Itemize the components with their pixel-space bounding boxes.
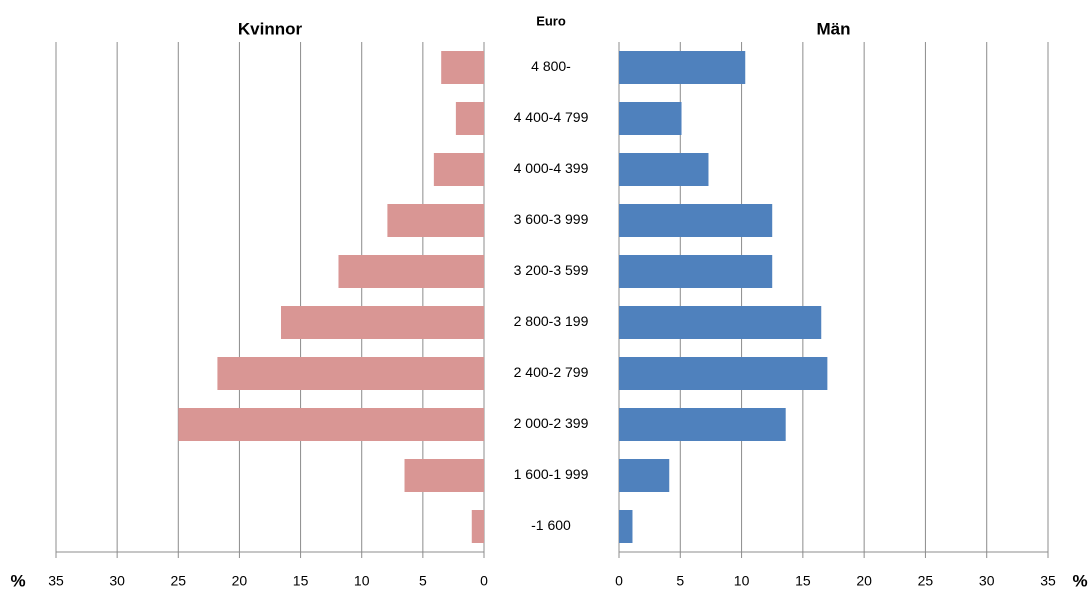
x-tick-label: 25 — [170, 573, 186, 589]
bar — [281, 306, 484, 339]
x-tick-label: 15 — [795, 573, 811, 589]
bar — [441, 51, 484, 84]
category-label: 1 600-1 999 — [514, 466, 589, 482]
x-tick-label: 20 — [232, 573, 248, 589]
category-label: 4 400-4 799 — [514, 109, 589, 125]
category-label: 2 400-2 799 — [514, 364, 589, 380]
x-tick-label: 30 — [109, 573, 125, 589]
bar — [217, 357, 484, 390]
series-title: Män — [817, 19, 851, 38]
bar — [619, 357, 828, 390]
x-tick-label: 10 — [354, 573, 370, 589]
bar — [619, 51, 746, 84]
x-tick-label: 35 — [1040, 573, 1056, 589]
bar — [619, 153, 709, 186]
x-tick-label: 10 — [734, 573, 750, 589]
series-title: Kvinnor — [238, 19, 303, 38]
x-axis-label: % — [1072, 571, 1087, 590]
category-label: 4 000-4 399 — [514, 160, 589, 176]
category-label: 3 600-3 999 — [514, 211, 589, 227]
category-axis-label: Euro — [536, 13, 566, 28]
bar — [387, 204, 484, 237]
bar — [338, 255, 484, 288]
bar — [178, 408, 485, 441]
bar — [619, 102, 682, 135]
x-tick-label: 20 — [856, 573, 872, 589]
x-tick-label: 5 — [676, 573, 684, 589]
bar — [619, 306, 822, 339]
bar — [619, 459, 670, 492]
bar — [619, 204, 773, 237]
category-label: 4 800- — [531, 58, 571, 74]
bar — [619, 255, 773, 288]
category-label: 3 200-3 599 — [514, 262, 589, 278]
bar — [404, 459, 484, 492]
bar — [619, 510, 633, 543]
x-tick-label: 0 — [480, 573, 488, 589]
category-label: 2 000-2 399 — [514, 415, 589, 431]
bar — [619, 408, 786, 441]
category-label: -1 600 — [531, 517, 571, 533]
category-label: 2 800-3 199 — [514, 313, 589, 329]
x-tick-label: 30 — [979, 573, 995, 589]
x-tick-label: 5 — [419, 573, 427, 589]
bar — [471, 510, 484, 543]
x-tick-label: 35 — [48, 573, 64, 589]
x-tick-label: 25 — [918, 573, 934, 589]
x-tick-label: 15 — [293, 573, 309, 589]
x-tick-label: 0 — [615, 573, 623, 589]
bar — [455, 102, 484, 135]
x-axis-label: % — [10, 571, 25, 590]
bar — [433, 153, 484, 186]
